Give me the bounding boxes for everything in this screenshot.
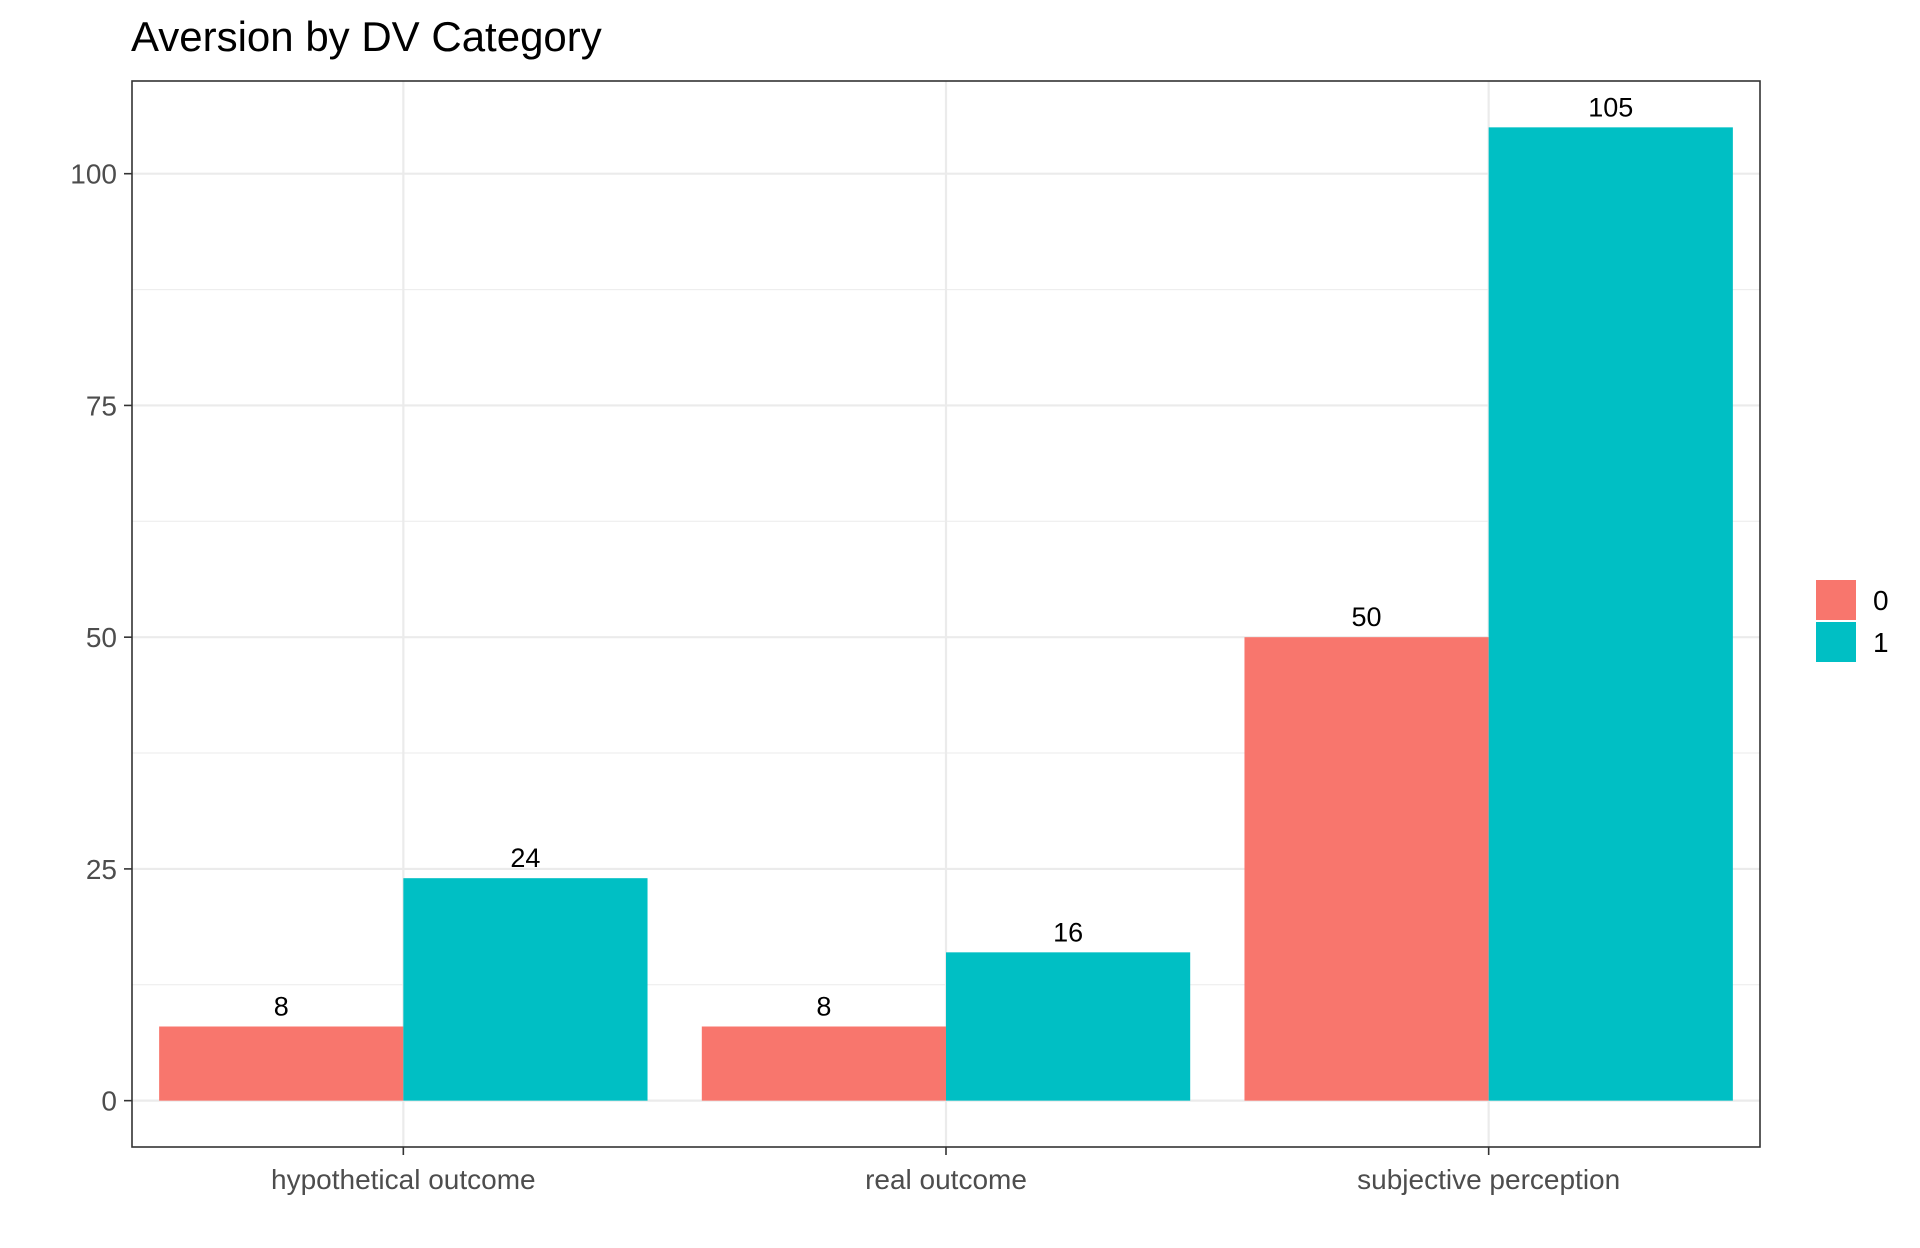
y-tick-label: 75: [86, 390, 117, 421]
x-tick-label: subjective perception: [1357, 1164, 1620, 1195]
legend-label: 0: [1873, 585, 1889, 616]
chart-title: Aversion by DV Category: [131, 13, 602, 60]
legend: 01: [1814, 578, 1889, 664]
data-label: 16: [1053, 917, 1083, 947]
bar-series-1: [403, 878, 648, 1101]
data-labels: 8 8 50 24 16 105: [274, 92, 1634, 1021]
data-label: 105: [1588, 92, 1633, 122]
bars: [159, 127, 1733, 1101]
y-tick-label: 25: [86, 854, 117, 885]
data-label: 50: [1352, 602, 1382, 632]
x-tick-label: hypothetical outcome: [271, 1164, 536, 1195]
axes: 0 25 50 75 100 hypothetical outcome real outco…: [70, 159, 1620, 1195]
data-label: 8: [274, 991, 289, 1021]
legend-label: 1: [1873, 627, 1889, 658]
legend-key-1: [1814, 620, 1858, 664]
bar-series-1: [1488, 127, 1733, 1101]
y-tick-label: 50: [86, 622, 117, 653]
bar-series-0: [701, 1026, 946, 1101]
bar-series-0: [1244, 637, 1489, 1101]
legend-key-0: [1814, 578, 1858, 622]
y-tick-label: 0: [101, 1086, 117, 1117]
x-tick-label: real outcome: [865, 1164, 1027, 1195]
y-tick-label: 100: [70, 159, 117, 190]
bar-series-1: [946, 952, 1191, 1101]
bar-series-0: [159, 1026, 404, 1101]
data-label: 24: [510, 843, 540, 873]
data-label: 8: [816, 991, 831, 1021]
